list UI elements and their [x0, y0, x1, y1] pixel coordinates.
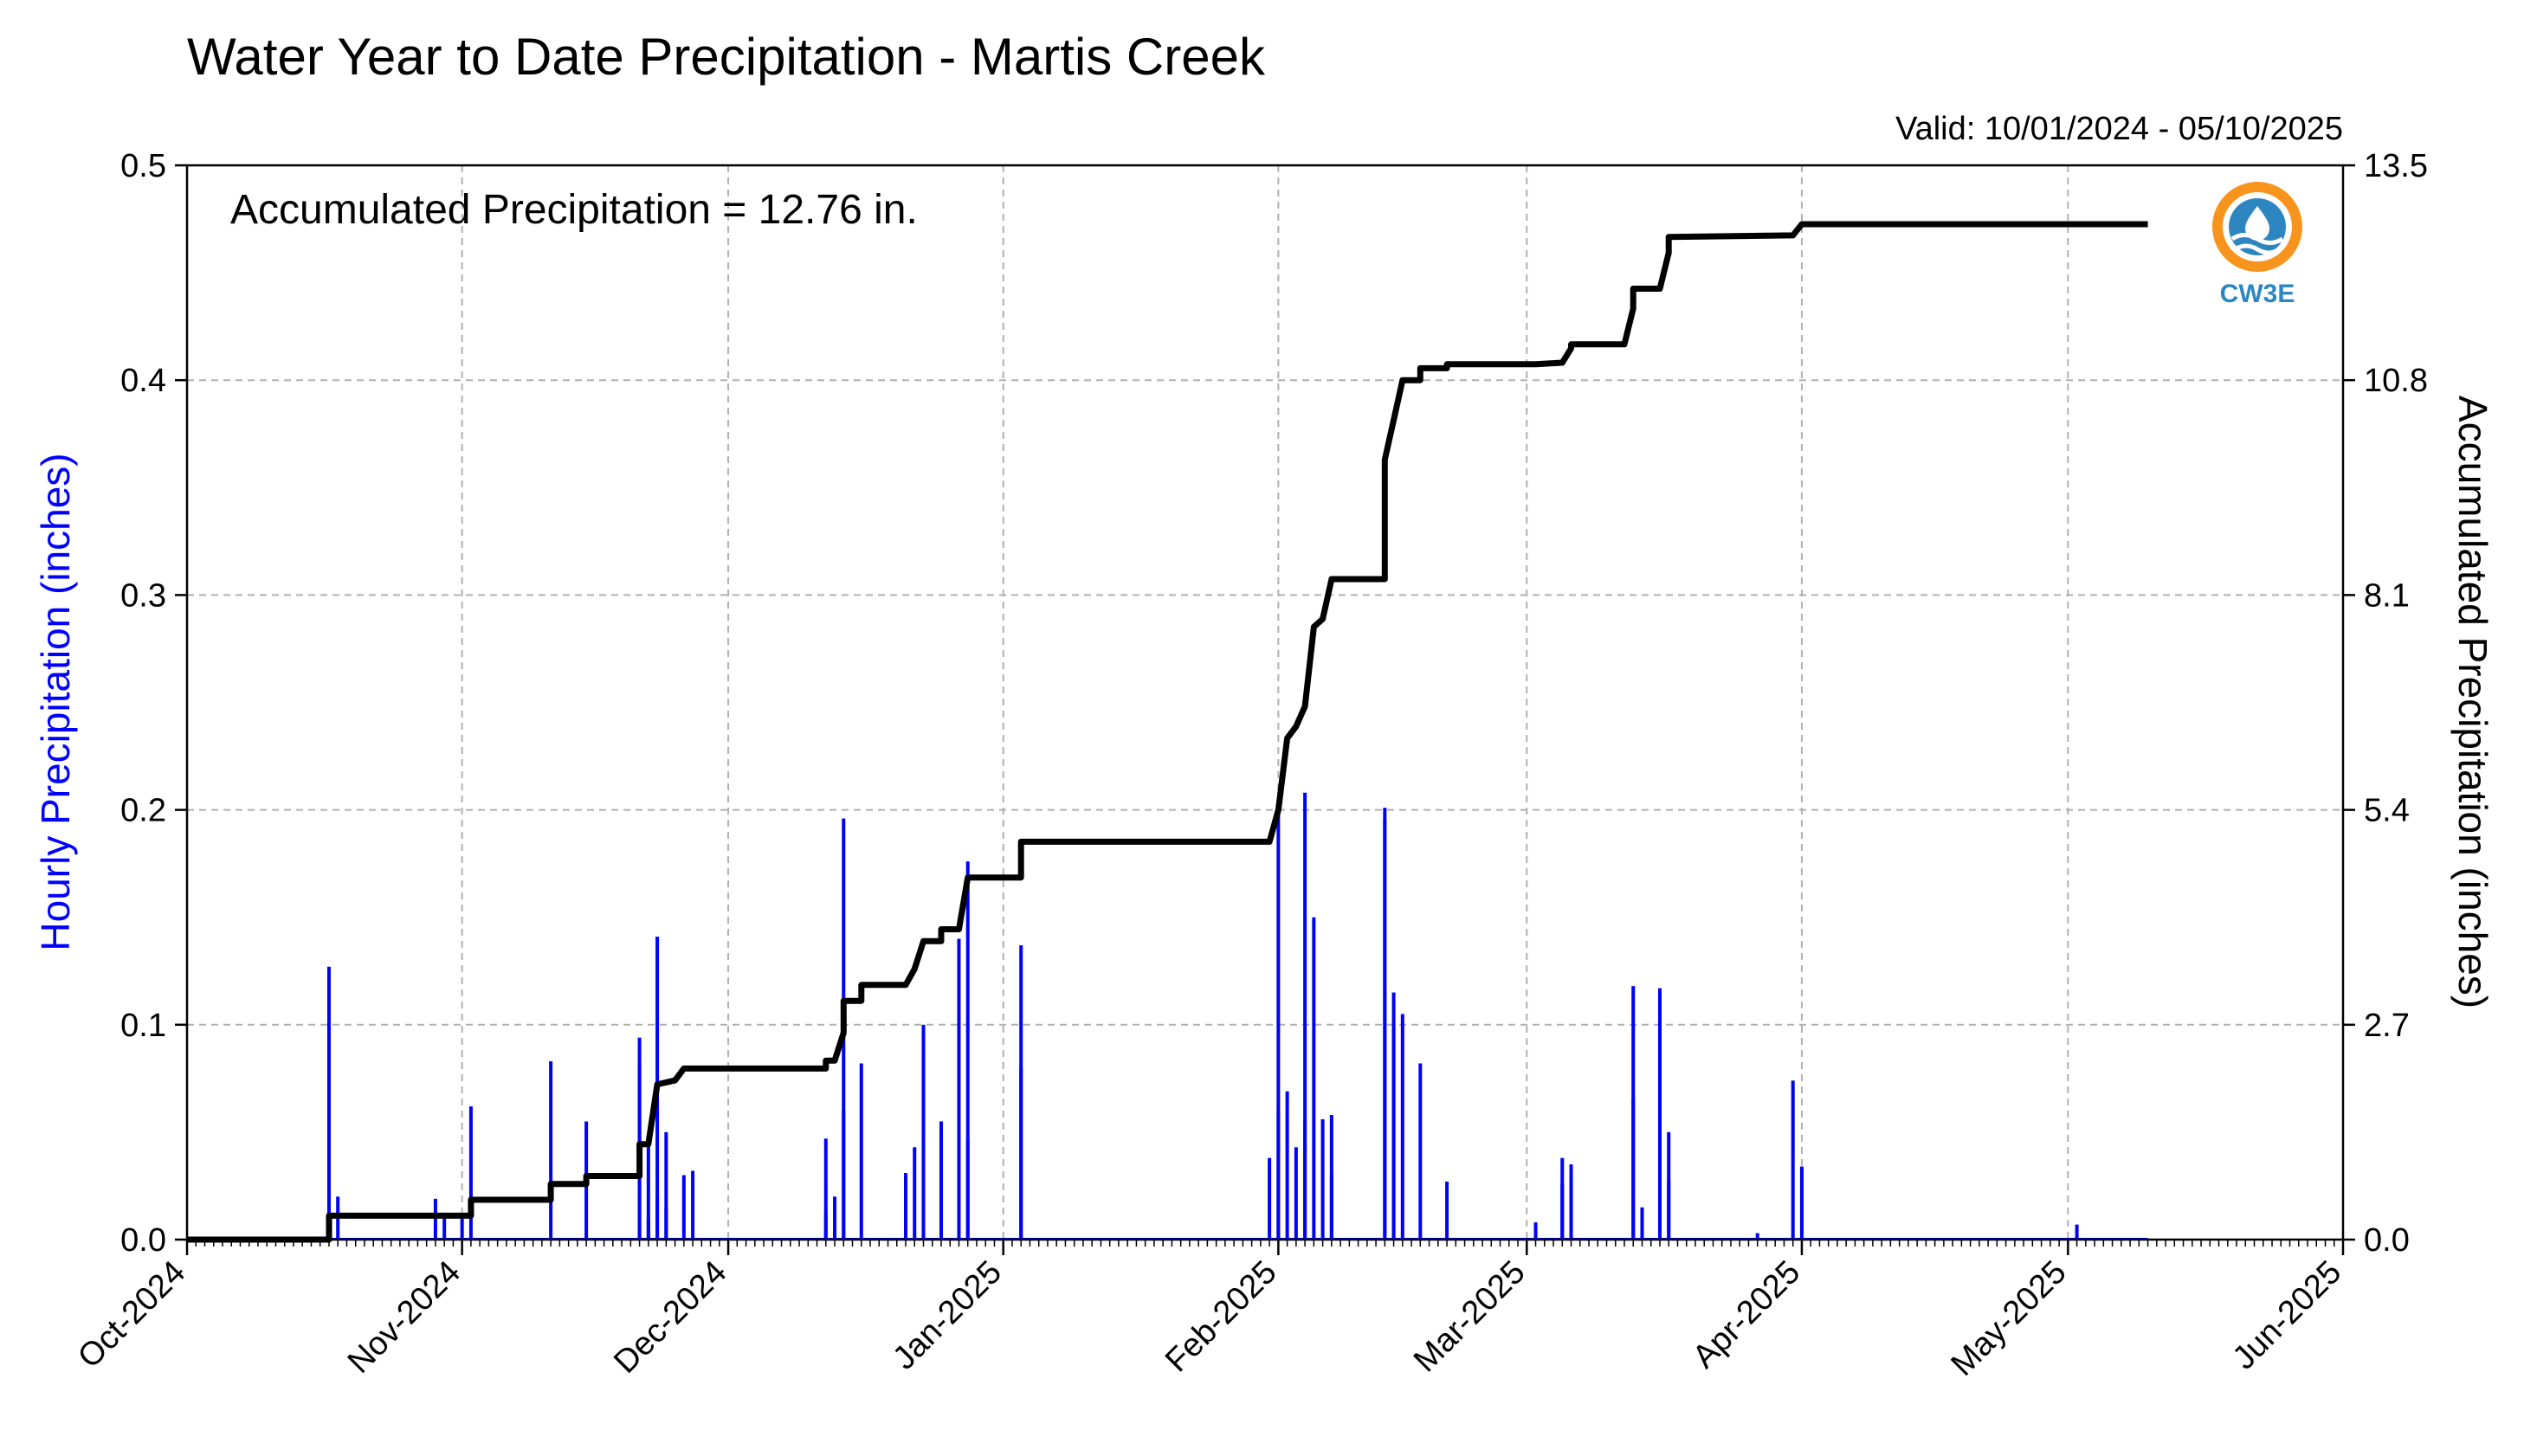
hourly-bar — [326, 966, 331, 1240]
x-tick-label: Nov-2024 — [341, 1254, 468, 1381]
hourly-bar — [2075, 1224, 2079, 1240]
accumulated-line-layer — [187, 221, 2148, 1243]
hourly-bar — [664, 1207, 668, 1240]
logo-drop-icon — [2245, 206, 2269, 241]
hourly-bar — [664, 1131, 668, 1240]
x-tick-label: May-2025 — [1945, 1254, 2074, 1383]
accumulated-line — [187, 221, 2148, 1243]
hourly-bar — [1791, 1080, 1795, 1240]
right-tick-label: 2.7 — [2364, 1008, 2410, 1044]
right-tick-label: 0.0 — [2364, 1222, 2410, 1259]
x-tick-label: Feb-2025 — [1159, 1254, 1284, 1380]
hourly-bar — [1631, 986, 1636, 1240]
hourly-bar — [1019, 1067, 1023, 1240]
hourly-bar — [1560, 1157, 1565, 1240]
hourly-bar — [1320, 1119, 1325, 1240]
hourly-bar — [468, 1106, 473, 1240]
x-tick-label: Jun-2025 — [2226, 1254, 2349, 1377]
hourly-bar — [460, 1218, 464, 1240]
hourly-bars-layer — [187, 792, 2148, 1240]
left-tick-label: 0.2 — [120, 793, 166, 829]
right-tick-label: 10.8 — [2364, 363, 2428, 399]
hourly-bar — [913, 1147, 917, 1240]
right-tick-label: 13.5 — [2364, 148, 2428, 184]
hourly-bar — [1657, 988, 1662, 1240]
hourly-bar — [1303, 792, 1307, 1240]
chart-title: Water Year to Date Precipitation - Marti… — [187, 28, 1266, 86]
hourly-bar — [842, 1111, 846, 1240]
grid-layer — [187, 165, 2343, 1240]
hourly-bar — [1276, 809, 1281, 1240]
hourly-bar — [433, 1198, 437, 1240]
logo-text: CW3E — [2220, 280, 2295, 308]
hourly-bar — [691, 1170, 695, 1240]
right-tick-label: 8.1 — [2364, 577, 2410, 614]
hourly-bar — [1799, 1166, 1804, 1240]
hourly-bar — [833, 1196, 837, 1240]
hourly-bar — [939, 1121, 943, 1240]
hourly-bar — [1640, 1207, 1644, 1240]
hourly-bar — [646, 1143, 650, 1240]
hourly-bar — [823, 1138, 828, 1240]
left-tick-label: 0.3 — [120, 577, 166, 614]
hourly-bar — [646, 1218, 650, 1240]
left-tick-label: 0.4 — [120, 363, 166, 399]
hourly-bar — [1418, 1063, 1423, 1240]
hourly-bar — [957, 938, 961, 1240]
hourly-bar — [549, 1060, 553, 1240]
hourly-bar — [1533, 1231, 1538, 1240]
hourly-bar — [1667, 1179, 1671, 1240]
plot-frame — [185, 164, 2345, 1241]
right-tick-label: 5.4 — [2364, 793, 2410, 829]
hourly-bar — [965, 861, 970, 1240]
hourly-bar — [1391, 1028, 1396, 1240]
axis-layer: 0.0 0.0 0.1 2.7 0.2 5.4 0.3 8.1 0.4 10.8 0.5 13.5 Oc… — [71, 148, 2428, 1383]
hourly-bar — [681, 1175, 686, 1240]
hourly-bar — [1569, 1183, 1573, 1240]
cw3e-logo: CW3E — [2212, 182, 2302, 308]
hourly-bar — [442, 1218, 447, 1240]
x-tick-label: Apr-2025 — [1686, 1254, 1807, 1375]
hourly-bar — [1294, 1147, 1298, 1240]
hourly-bar — [904, 1173, 907, 1240]
x-tick-label: Oct-2024 — [71, 1254, 192, 1375]
hourly-bar — [939, 1192, 943, 1240]
left-tick-label: 0.1 — [120, 1008, 166, 1044]
logo-wave-icon — [2233, 243, 2282, 255]
hourly-bar — [1312, 917, 1316, 1240]
hourly-bar — [1400, 1014, 1404, 1240]
hourly-bar — [921, 1060, 926, 1240]
right-axis-label: Accumulated Precipitation (inches) — [2450, 396, 2495, 1008]
hourly-bar — [823, 1214, 828, 1240]
hourly-bar — [1268, 1157, 1272, 1240]
x-tick-label: Dec-2024 — [607, 1254, 733, 1381]
hourly-bar — [965, 1140, 970, 1240]
x-tick-label: Jan-2025 — [886, 1254, 1009, 1377]
accumulated-annotation: Accumulated Precipitation = 12.76 in. — [230, 187, 918, 233]
hourly-bar — [859, 1063, 863, 1240]
hourly-bar — [1445, 1181, 1449, 1240]
hourly-bar — [1329, 1175, 1333, 1240]
left-tick-label: 0.5 — [120, 148, 166, 184]
left-axis-label: Hourly Precipitation (inches) — [33, 453, 78, 950]
hourly-bar — [1285, 1091, 1289, 1240]
hourly-bar — [1383, 821, 1387, 1240]
hourly-bar — [1755, 1233, 1759, 1240]
x-tick-label: Mar-2025 — [1407, 1254, 1533, 1380]
left-tick-label: 0.0 — [120, 1222, 166, 1259]
valid-date-range: Valid: 10/01/2024 - 05/10/2025 — [1895, 111, 2343, 147]
